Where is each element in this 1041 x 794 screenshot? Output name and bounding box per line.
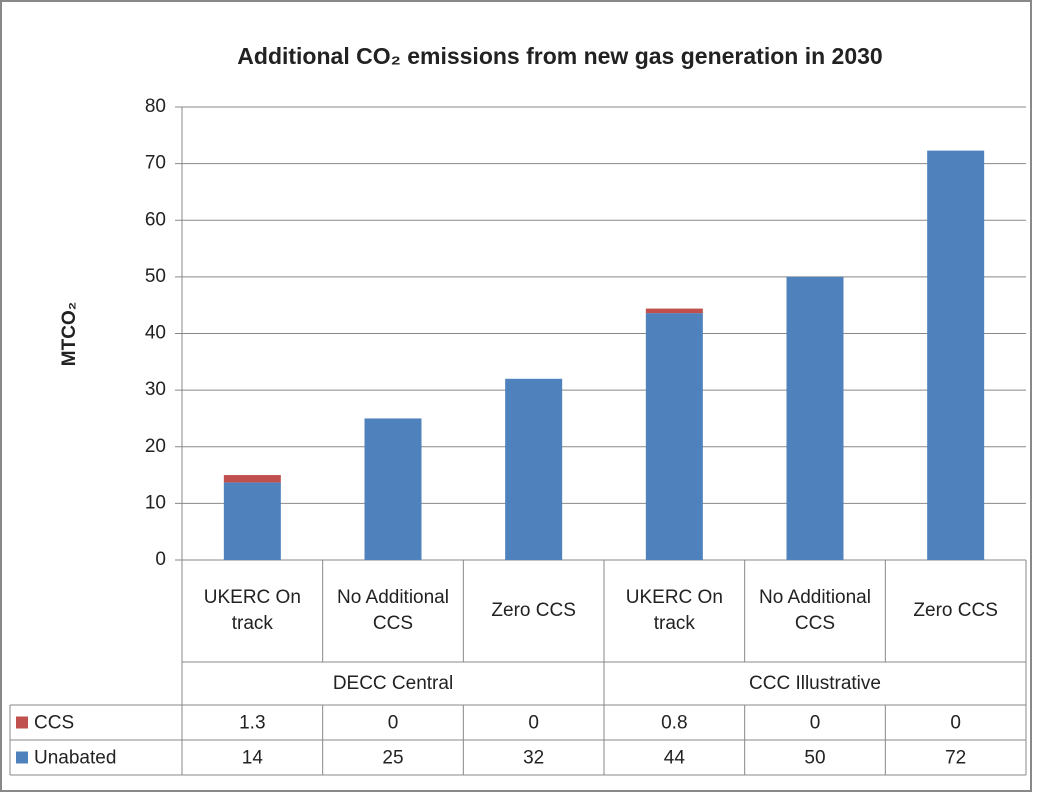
y-tick-label: 80 xyxy=(145,96,166,117)
legend-swatch xyxy=(16,751,28,764)
x-tick-label: UKERC On track xyxy=(625,587,723,634)
table-value: 72 xyxy=(945,748,966,769)
bar-segment xyxy=(645,313,703,560)
x-tick-label-box: No Additional CCS xyxy=(337,587,449,634)
table-value: 0 xyxy=(388,713,399,734)
bar-segment xyxy=(786,276,844,560)
group-label-box: DECC Central xyxy=(332,672,454,694)
bar-segment xyxy=(645,308,703,314)
y-tick-label: 10 xyxy=(145,492,166,513)
legend-swatch xyxy=(16,716,28,729)
x-tick-label: Zero CCS xyxy=(913,600,998,622)
x-tick-label-box: No Additional CCS xyxy=(759,587,871,634)
x-tick-label: No Additional CCS xyxy=(759,587,871,634)
y-tick-label: 20 xyxy=(145,436,166,457)
group-label: DECC Central xyxy=(332,672,454,694)
chart-title: Additional CO₂ emissions from new gas ge… xyxy=(237,43,882,69)
x-tick-label: UKERC On track xyxy=(203,587,301,634)
y-axis-label: MTCO₂ xyxy=(59,302,80,366)
table-value: 0 xyxy=(528,713,539,734)
x-tick-label-box: Zero CCS xyxy=(491,600,576,622)
bar-segment xyxy=(223,475,281,483)
legend-label: CCS xyxy=(34,713,74,734)
x-tick-label: No Additional CCS xyxy=(337,587,449,634)
table-value: 14 xyxy=(242,748,264,769)
bar-segment xyxy=(927,150,985,560)
group-label: CCC Illustrative xyxy=(749,672,881,694)
y-tick-label: 40 xyxy=(145,323,166,344)
table-value: 0 xyxy=(950,713,961,734)
x-tick-label-box: UKERC On track xyxy=(203,587,301,634)
x-tick-label: Zero CCS xyxy=(491,600,576,622)
bar-segment xyxy=(223,482,281,560)
x-tick-label-box: Zero CCS xyxy=(913,600,998,622)
bar-segment xyxy=(505,378,563,560)
x-tick-label-box: UKERC On track xyxy=(625,587,723,634)
y-tick-label: 30 xyxy=(145,379,166,400)
y-tick-label: 0 xyxy=(155,549,166,570)
group-label-box: CCC Illustrative xyxy=(749,672,881,694)
bar-segment xyxy=(364,418,422,560)
table-value: 32 xyxy=(523,748,544,769)
y-tick-label: 70 xyxy=(145,153,166,174)
table-value: 25 xyxy=(382,748,403,769)
legend-label: Unabated xyxy=(34,748,116,769)
table-value: 0 xyxy=(810,713,821,734)
y-tick-label: 60 xyxy=(145,209,166,230)
table-value: 1.3 xyxy=(239,713,265,734)
table-value: 0.8 xyxy=(661,713,687,734)
table-value: 44 xyxy=(664,748,686,769)
y-tick-label: 50 xyxy=(145,266,166,287)
table-value: 50 xyxy=(804,748,825,769)
